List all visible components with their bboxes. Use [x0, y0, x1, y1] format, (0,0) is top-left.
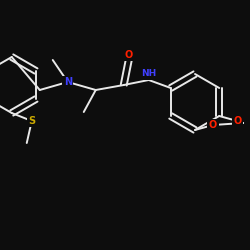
Text: N: N — [64, 77, 72, 87]
Text: O: O — [209, 120, 217, 130]
Text: S: S — [28, 116, 35, 126]
Text: NH: NH — [141, 70, 156, 78]
Text: O: O — [125, 50, 133, 60]
Text: O: O — [233, 116, 241, 126]
